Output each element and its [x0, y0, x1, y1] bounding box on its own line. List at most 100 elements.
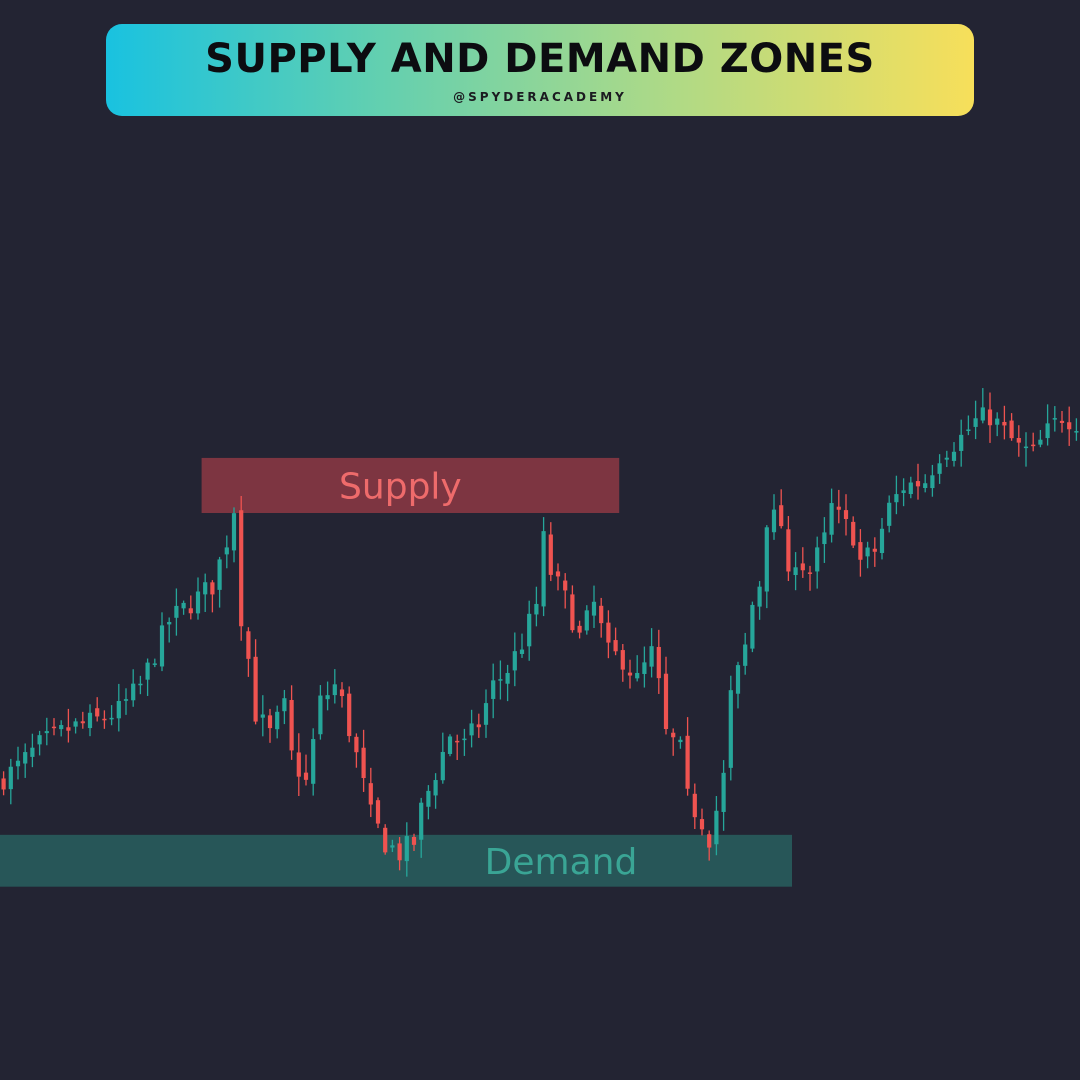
candle-bullish: [275, 711, 280, 730]
candle-bearish: [1059, 420, 1065, 423]
candle-bullish: [318, 695, 323, 735]
candle-bearish: [239, 510, 244, 627]
candle-bearish: [1016, 438, 1021, 443]
candle-bullish: [325, 695, 330, 700]
candle-bearish: [800, 563, 805, 571]
candle-bullish: [541, 531, 546, 607]
candle-bearish: [1, 778, 6, 790]
candle-bearish: [620, 650, 625, 670]
candle-bearish: [383, 827, 388, 853]
candle-bearish: [354, 736, 359, 753]
candle-bearish: [656, 646, 661, 679]
candle-bullish: [1074, 431, 1079, 433]
candle-bullish: [534, 603, 539, 615]
candle-bullish: [757, 586, 762, 607]
candle-bullish: [1052, 418, 1057, 420]
candle-bullish: [174, 605, 179, 618]
supply-zone-label: Supply: [339, 466, 462, 507]
candle-bullish: [764, 527, 769, 592]
candle-bullish: [930, 475, 935, 489]
candle-bullish: [735, 665, 741, 694]
candle-bullish: [37, 735, 42, 745]
candle-bearish: [397, 843, 402, 861]
candle-bullish: [447, 736, 453, 754]
candle-bullish: [469, 723, 474, 736]
candle-bullish: [750, 604, 755, 649]
candle-bearish: [347, 693, 352, 737]
candle-bearish: [210, 582, 215, 595]
candle-bearish: [613, 640, 618, 652]
candle-bearish: [289, 699, 294, 751]
candle-bearish: [253, 656, 258, 722]
candle-bullish: [980, 407, 985, 421]
candle-bullish: [908, 482, 913, 495]
candle-bullish: [217, 559, 222, 590]
candle-bearish: [555, 571, 561, 577]
candle-bullish: [937, 463, 942, 474]
candle-bearish: [836, 506, 841, 510]
candle-bearish: [361, 747, 366, 779]
candle-bearish: [786, 529, 791, 572]
candle-bearish: [1009, 420, 1014, 439]
candle-bullish: [440, 751, 445, 781]
candle-bullish: [815, 547, 820, 572]
candle-bearish: [375, 800, 381, 824]
candle-bearish: [627, 672, 633, 676]
candle-bullish: [87, 712, 93, 729]
candle-bullish: [116, 700, 121, 719]
candle-bearish: [570, 594, 575, 631]
candle-bullish: [311, 739, 316, 784]
candle-bullish: [505, 672, 510, 684]
candle-bullish: [728, 690, 733, 768]
candle-bullish: [642, 662, 647, 674]
candle-bullish: [923, 483, 928, 489]
candle-bullish: [649, 646, 654, 667]
candle-bullish: [390, 845, 395, 848]
candle-bearish: [843, 510, 849, 519]
candle-bullish: [167, 622, 172, 625]
candle-bullish: [498, 679, 503, 681]
candle-bullish: [512, 651, 517, 671]
candle-bearish: [858, 542, 863, 560]
candle-bearish: [779, 505, 784, 527]
candle-bearish: [1031, 444, 1036, 447]
candle-bullish: [527, 613, 532, 647]
candle-bearish: [95, 708, 100, 717]
candle-bullish: [771, 509, 777, 533]
candle-bearish: [915, 481, 921, 487]
candle-bullish: [131, 683, 136, 701]
candle-bearish: [872, 548, 877, 552]
candle-bearish: [563, 580, 568, 591]
demand-zone-label: Demand: [485, 842, 638, 883]
candle-bullish: [879, 528, 885, 554]
candle-bearish: [692, 793, 697, 818]
title-banner: SUPPLY AND DEMAND ZONES @SPYDERACADEMY: [106, 24, 974, 116]
candle-bullish: [30, 747, 35, 757]
candle-bullish: [224, 547, 229, 555]
candles-layer: [1, 388, 1079, 877]
candle-bullish: [951, 451, 957, 461]
candle-bullish: [743, 644, 748, 666]
candle-bullish: [152, 663, 157, 665]
candle-bullish: [282, 698, 287, 712]
candle-bearish: [606, 622, 611, 643]
candle-bullish: [678, 739, 683, 743]
candle-bullish: [433, 780, 438, 796]
candle-bearish: [699, 819, 705, 830]
candle-bullish: [635, 672, 640, 679]
candle-bullish: [109, 717, 114, 720]
candle-bullish: [138, 683, 143, 686]
candle-bullish: [195, 591, 201, 614]
candle-bearish: [548, 534, 553, 575]
candle-bullish: [419, 802, 424, 840]
banner-title: SUPPLY AND DEMAND ZONES: [205, 36, 875, 82]
candle-bullish: [123, 699, 129, 701]
candle-bullish: [59, 725, 64, 730]
candle-bullish: [591, 601, 597, 616]
candle-bearish: [303, 772, 309, 780]
candle-bullish: [995, 418, 1000, 425]
candle-bullish: [145, 662, 150, 680]
candle-bearish: [51, 726, 57, 729]
candle-bullish: [973, 418, 978, 427]
